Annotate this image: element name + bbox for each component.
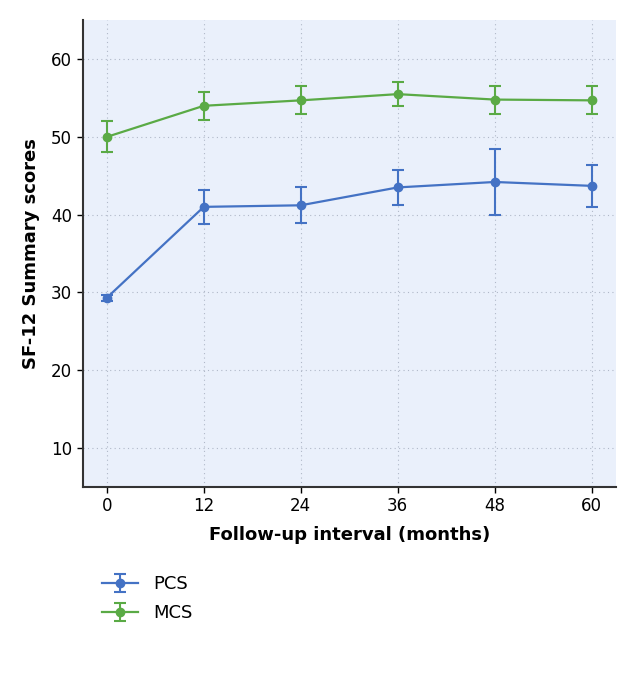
X-axis label: Follow-up interval (months): Follow-up interval (months) <box>209 526 490 544</box>
Legend: PCS, MCS: PCS, MCS <box>102 575 192 622</box>
Y-axis label: SF-12 Summary scores: SF-12 Summary scores <box>22 138 40 369</box>
